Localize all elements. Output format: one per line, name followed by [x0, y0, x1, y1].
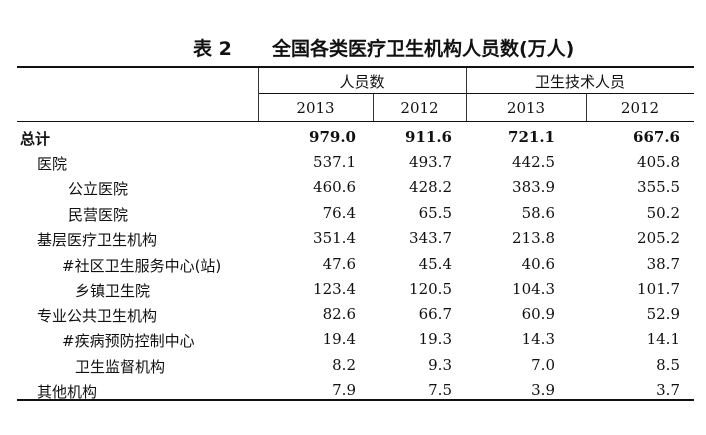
- cell-value: 343.7: [409, 229, 452, 247]
- header-group-staff: 人员数: [339, 73, 385, 91]
- table-number: 表 2: [193, 38, 232, 60]
- cell-value: 493.7: [409, 153, 452, 171]
- header-divider: [258, 68, 259, 121]
- cell-value: 40.6: [521, 255, 555, 273]
- table-row: 总计 979.0 911.6 721.1 667.6: [0, 128, 706, 153]
- cell-value: 355.5: [637, 178, 680, 196]
- cell-value: 101.7: [637, 280, 680, 298]
- table-row: 基层医疗卫生机构 351.4 343.7 213.8 205.2: [0, 229, 706, 254]
- header-group-health-tech: 卫生技术人员: [534, 73, 625, 91]
- cell-value: 3.7: [656, 381, 680, 399]
- table-row: #社区卫生服务中心(站) 47.6 45.4 40.6 38.7: [0, 255, 706, 280]
- header-divider: [373, 94, 374, 121]
- row-label: 医院: [37, 155, 68, 173]
- row-label: 卫生监督机构: [75, 358, 166, 376]
- cell-value: 213.8: [512, 229, 555, 247]
- cell-value: 979.0: [309, 128, 356, 146]
- row-label: 其他机构: [37, 383, 98, 401]
- row-label: #社区卫生服务中心(站): [62, 257, 222, 275]
- cell-value: 460.6: [313, 178, 356, 196]
- cell-value: 205.2: [637, 229, 680, 247]
- cell-value: 82.6: [322, 305, 356, 323]
- cell-value: 38.7: [646, 255, 680, 273]
- row-label: 专业公共卫生机构: [37, 307, 158, 325]
- top-rule: [17, 66, 694, 68]
- bottom-rule: [17, 399, 694, 401]
- cell-value: 8.5: [656, 356, 680, 374]
- table-row: 公立医院 460.6 428.2 383.9 355.5: [0, 178, 706, 203]
- table-title: 表 2 全国各类医疗卫生机构人员数(万人): [0, 34, 706, 62]
- header-divider: [466, 68, 467, 121]
- cell-value: 383.9: [512, 178, 555, 196]
- table-caption: 全国各类医疗卫生机构人员数(万人): [272, 38, 575, 60]
- cell-value: 19.4: [322, 330, 356, 348]
- header-year: 2013: [296, 99, 335, 117]
- row-label: #疾病预防控制中心: [62, 332, 195, 350]
- cell-value: 19.3: [418, 330, 452, 348]
- header-mid-rule: [258, 93, 694, 94]
- cell-value: 14.3: [521, 330, 555, 348]
- cell-value: 911.6: [405, 128, 452, 146]
- cell-value: 65.5: [418, 204, 452, 222]
- cell-value: 120.5: [409, 280, 452, 298]
- row-label: 总计: [20, 130, 51, 148]
- cell-value: 9.3: [428, 356, 452, 374]
- table-row: 卫生监督机构 8.2 9.3 7.0 8.5: [0, 356, 706, 381]
- cell-value: 7.9: [332, 381, 356, 399]
- cell-value: 14.1: [646, 330, 680, 348]
- cell-value: 8.2: [332, 356, 356, 374]
- header-year: 2012: [400, 99, 439, 117]
- table-row: 专业公共卫生机构 82.6 66.7 60.9 52.9: [0, 305, 706, 330]
- cell-value: 442.5: [512, 153, 555, 171]
- row-label: 基层医疗卫生机构: [37, 231, 158, 249]
- cell-value: 7.5: [428, 381, 452, 399]
- cell-value: 3.9: [531, 381, 555, 399]
- cell-value: 667.6: [633, 128, 680, 146]
- table-row: 乡镇卫生院 123.4 120.5 104.3 101.7: [0, 280, 706, 305]
- cell-value: 52.9: [646, 305, 680, 323]
- cell-value: 50.2: [646, 204, 680, 222]
- header-year: 2013: [506, 99, 546, 117]
- header-bottom-rule: [17, 121, 694, 122]
- cell-value: 428.2: [409, 178, 452, 196]
- row-label: 公立医院: [68, 180, 129, 198]
- cell-value: 60.9: [521, 305, 555, 323]
- cell-value: 7.0: [531, 356, 555, 374]
- cell-value: 405.8: [637, 153, 680, 171]
- cell-value: 104.3: [512, 280, 555, 298]
- row-label: 乡镇卫生院: [75, 282, 151, 300]
- table-row: 其他机构 7.9 7.5 3.9 3.7: [0, 381, 706, 406]
- cell-value: 47.6: [322, 255, 356, 273]
- table-row: 民营医院 76.4 65.5 58.6 50.2: [0, 204, 706, 229]
- cell-value: 537.1: [313, 153, 356, 171]
- cell-value: 721.1: [508, 128, 555, 146]
- row-label: 民营医院: [68, 206, 129, 224]
- cell-value: 123.4: [313, 280, 356, 298]
- table-row: #疾病预防控制中心 19.4 19.3 14.3 14.1: [0, 330, 706, 355]
- cell-value: 76.4: [322, 204, 356, 222]
- header-year: 2012: [620, 99, 660, 117]
- table-row: 医院 537.1 493.7 442.5 405.8: [0, 153, 706, 178]
- cell-value: 45.4: [418, 255, 452, 273]
- cell-value: 351.4: [313, 229, 356, 247]
- cell-value: 58.6: [521, 204, 555, 222]
- header-divider: [586, 94, 587, 121]
- cell-value: 66.7: [418, 305, 452, 323]
